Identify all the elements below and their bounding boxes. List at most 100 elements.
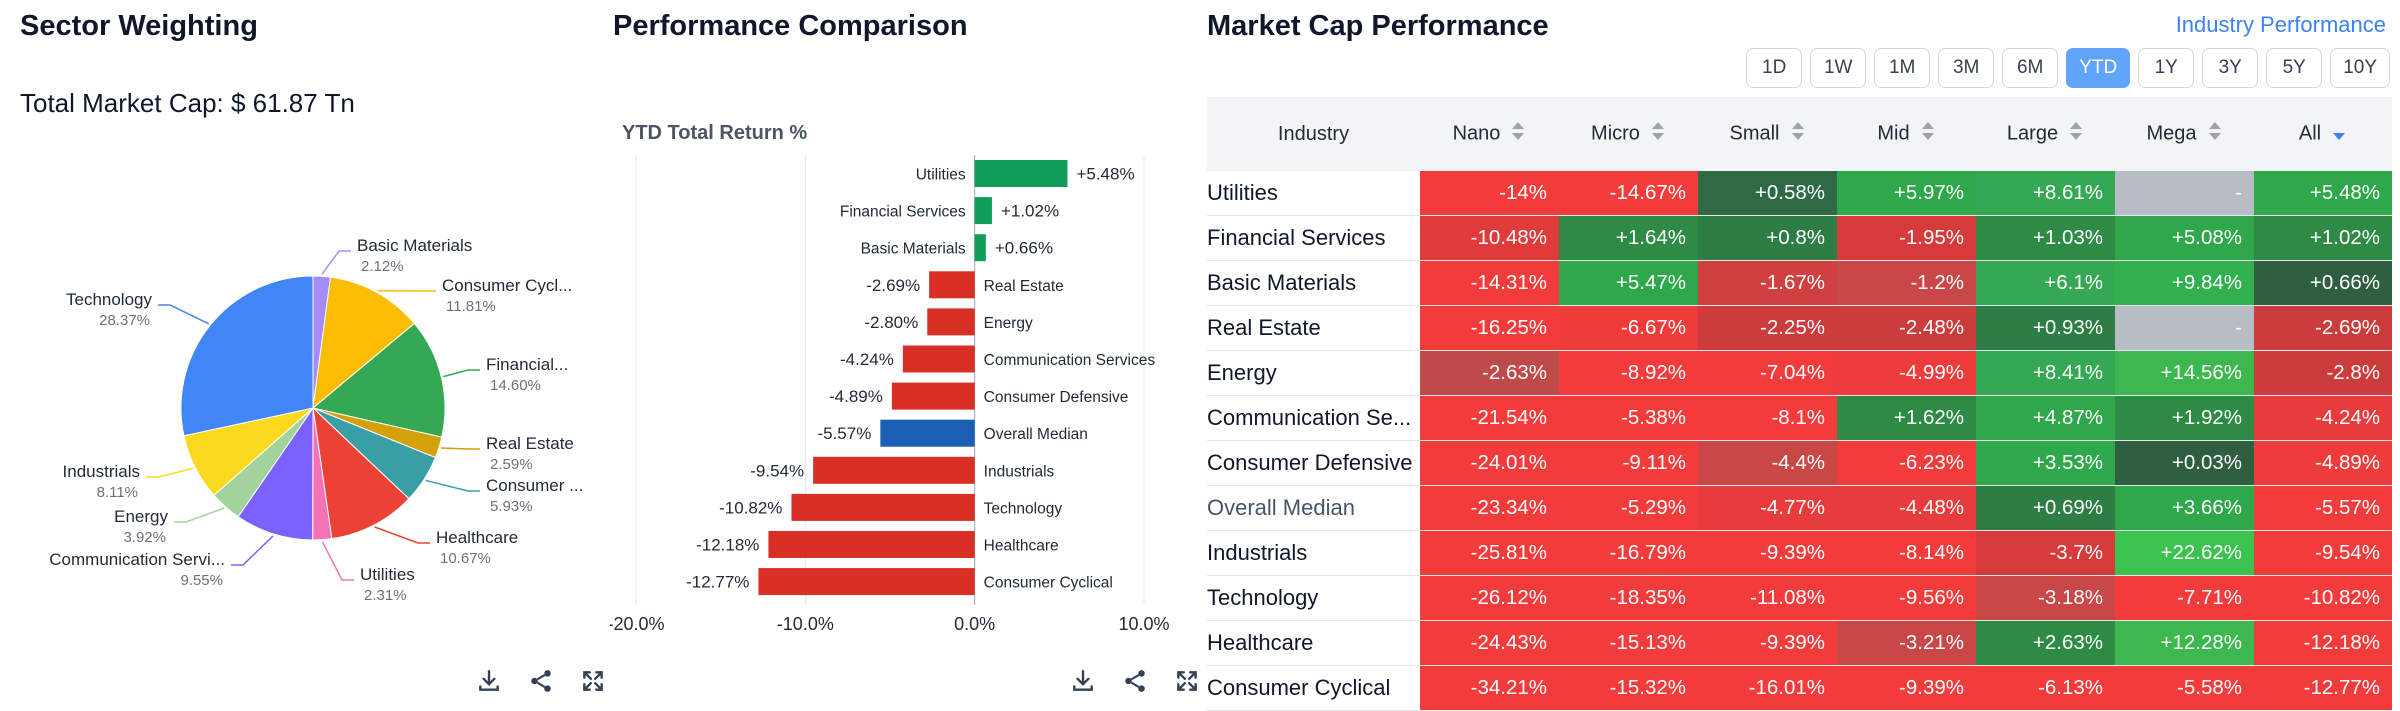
- period-button-1w[interactable]: 1W: [1810, 48, 1866, 88]
- share-icon[interactable]: [1122, 668, 1148, 694]
- table-row[interactable]: Overall Median-23.34%-5.29%-4.77%-4.48%+…: [1207, 486, 2392, 531]
- table-row[interactable]: Industrials-25.81%-16.79%-9.39%-8.14%-3.…: [1207, 531, 2392, 576]
- download-icon[interactable]: [1070, 668, 1096, 694]
- performance-cell: -9.11%: [1559, 441, 1698, 486]
- industry-name-cell[interactable]: Industrials: [1207, 531, 1420, 576]
- performance-cell: -3.7%: [1976, 531, 2115, 576]
- performance-cell: +3.53%: [1976, 441, 2115, 486]
- table-row[interactable]: Real Estate-16.25%-6.67%-2.25%-2.48%+0.9…: [1207, 306, 2392, 351]
- period-button-3m[interactable]: 3M: [1938, 48, 1994, 88]
- performance-cell: -1.67%: [1698, 261, 1837, 306]
- industry-name-cell[interactable]: Consumer Cyclical: [1207, 666, 1420, 711]
- bar-industrials[interactable]: [813, 457, 975, 484]
- performance-cell: +3.66%: [2115, 486, 2254, 531]
- expand-icon[interactable]: [1174, 668, 1200, 694]
- industry-name-cell[interactable]: Utilities: [1207, 171, 1420, 216]
- industry-name-cell[interactable]: Consumer Defensive: [1207, 441, 1420, 486]
- bar-energy[interactable]: [927, 308, 974, 335]
- column-header-small[interactable]: Small: [1698, 97, 1837, 171]
- column-header-mid[interactable]: Mid: [1837, 97, 1976, 171]
- column-header-label: Micro: [1591, 122, 1640, 144]
- bar-utilities[interactable]: [975, 160, 1068, 187]
- pie-label: Consumer Cycl...: [442, 276, 572, 295]
- sort-desc-icon[interactable]: [2331, 120, 2347, 148]
- performance-cell: -12.18%: [2254, 621, 2392, 666]
- table-row[interactable]: Consumer Defensive-24.01%-9.11%-4.4%-6.2…: [1207, 441, 2392, 486]
- sort-icon[interactable]: [1790, 120, 1806, 148]
- bar-healthcare[interactable]: [768, 531, 974, 558]
- period-button-10y[interactable]: 10Y: [2330, 48, 2390, 88]
- period-button-ytd[interactable]: YTD: [2066, 48, 2130, 88]
- sort-icon[interactable]: [2207, 120, 2223, 148]
- period-button-1m[interactable]: 1M: [1874, 48, 1930, 88]
- performance-cell: -2.69%: [2254, 306, 2392, 351]
- performance-cell: -14%: [1420, 171, 1559, 216]
- sort-icon[interactable]: [1510, 120, 1526, 148]
- table-row[interactable]: Technology-26.12%-18.35%-11.08%-9.56%-3.…: [1207, 576, 2392, 621]
- pie-percent-label: 2.12%: [361, 258, 404, 275]
- industry-name-cell[interactable]: Financial Services: [1207, 216, 1420, 261]
- sort-icon[interactable]: [1650, 120, 1666, 148]
- column-header-industry[interactable]: Industry: [1207, 97, 1420, 171]
- performance-cell: -3.21%: [1837, 621, 1976, 666]
- industry-name-cell[interactable]: Real Estate: [1207, 306, 1420, 351]
- pie-label: Communication Servi...: [49, 550, 225, 569]
- column-header-all[interactable]: All: [2254, 97, 2392, 171]
- column-header-nano[interactable]: Nano: [1420, 97, 1559, 171]
- bar-financial-services[interactable]: [975, 197, 992, 224]
- bar-value-label: +0.66%: [995, 239, 1053, 258]
- performance-cell: -34.21%: [1420, 666, 1559, 711]
- period-button-6m[interactable]: 6M: [2002, 48, 2058, 88]
- performance-cell: -4.99%: [1837, 351, 1976, 396]
- period-button-3y[interactable]: 3Y: [2202, 48, 2258, 88]
- bar-communication-services[interactable]: [903, 346, 975, 373]
- industry-name-cell[interactable]: Technology: [1207, 576, 1420, 621]
- table-row[interactable]: Utilities-14%-14.67%+0.58%+5.97%+8.61%-+…: [1207, 171, 2392, 216]
- share-icon[interactable]: [528, 668, 554, 694]
- bar-real-estate[interactable]: [929, 271, 975, 298]
- column-header-large[interactable]: Large: [1976, 97, 2115, 171]
- performance-cell: +0.93%: [1976, 306, 2115, 351]
- industry-name-cell[interactable]: Communication Se...: [1207, 396, 1420, 441]
- expand-icon[interactable]: [580, 668, 606, 694]
- column-header-mega[interactable]: Mega: [2115, 97, 2254, 171]
- industry-performance-link[interactable]: Industry Performance: [2176, 12, 2386, 38]
- bar-category-label: Healthcare: [984, 538, 1059, 555]
- period-button-5y[interactable]: 5Y: [2266, 48, 2322, 88]
- industry-name-cell[interactable]: Basic Materials: [1207, 261, 1420, 306]
- performance-cell: -6.13%: [1976, 666, 2115, 711]
- performance-cell: -: [2115, 171, 2254, 216]
- sort-icon[interactable]: [1920, 120, 1936, 148]
- performance-cell: +0.8%: [1698, 216, 1837, 261]
- industry-name-cell[interactable]: Energy: [1207, 351, 1420, 396]
- bar-overall-median[interactable]: [880, 420, 974, 447]
- table-row[interactable]: Financial Services-10.48%+1.64%+0.8%-1.9…: [1207, 216, 2392, 261]
- bar-basic-materials[interactable]: [975, 234, 986, 261]
- bar-value-label: -4.24%: [840, 350, 894, 369]
- performance-cell: -24.43%: [1420, 621, 1559, 666]
- industry-name-cell[interactable]: Overall Median: [1207, 486, 1420, 531]
- pie-percent-label: 9.55%: [180, 572, 223, 589]
- pie-slice-technology[interactable]: [181, 276, 313, 436]
- table-row[interactable]: Energy-2.63%-8.92%-7.04%-4.99%+8.41%+14.…: [1207, 351, 2392, 396]
- bar-category-label: Communication Services: [984, 352, 1156, 369]
- download-icon[interactable]: [476, 668, 502, 694]
- table-row[interactable]: Healthcare-24.43%-15.13%-9.39%-3.21%+2.6…: [1207, 621, 2392, 666]
- period-button-1y[interactable]: 1Y: [2138, 48, 2194, 88]
- table-row[interactable]: Basic Materials-14.31%+5.47%-1.67%-1.2%+…: [1207, 261, 2392, 306]
- performance-cell: -25.81%: [1420, 531, 1559, 576]
- bar-consumer-defensive[interactable]: [892, 383, 975, 410]
- column-header-micro[interactable]: Micro: [1559, 97, 1698, 171]
- bar-consumer-cyclical[interactable]: [758, 568, 974, 595]
- table-row[interactable]: Communication Se...-21.54%-5.38%-8.1%+1.…: [1207, 396, 2392, 441]
- performance-cell: -18.35%: [1559, 576, 1698, 621]
- performance-cell: -4.48%: [1837, 486, 1976, 531]
- industry-name-cell[interactable]: Healthcare: [1207, 621, 1420, 666]
- table-row[interactable]: Consumer Cyclical-34.21%-15.32%-16.01%-9…: [1207, 666, 2392, 711]
- performance-cell: -1.2%: [1837, 261, 1976, 306]
- sort-icon[interactable]: [2068, 120, 2084, 148]
- sector-weighting-title: Sector Weighting: [20, 10, 258, 43]
- period-button-1d[interactable]: 1D: [1746, 48, 1802, 88]
- bar-technology[interactable]: [791, 494, 974, 521]
